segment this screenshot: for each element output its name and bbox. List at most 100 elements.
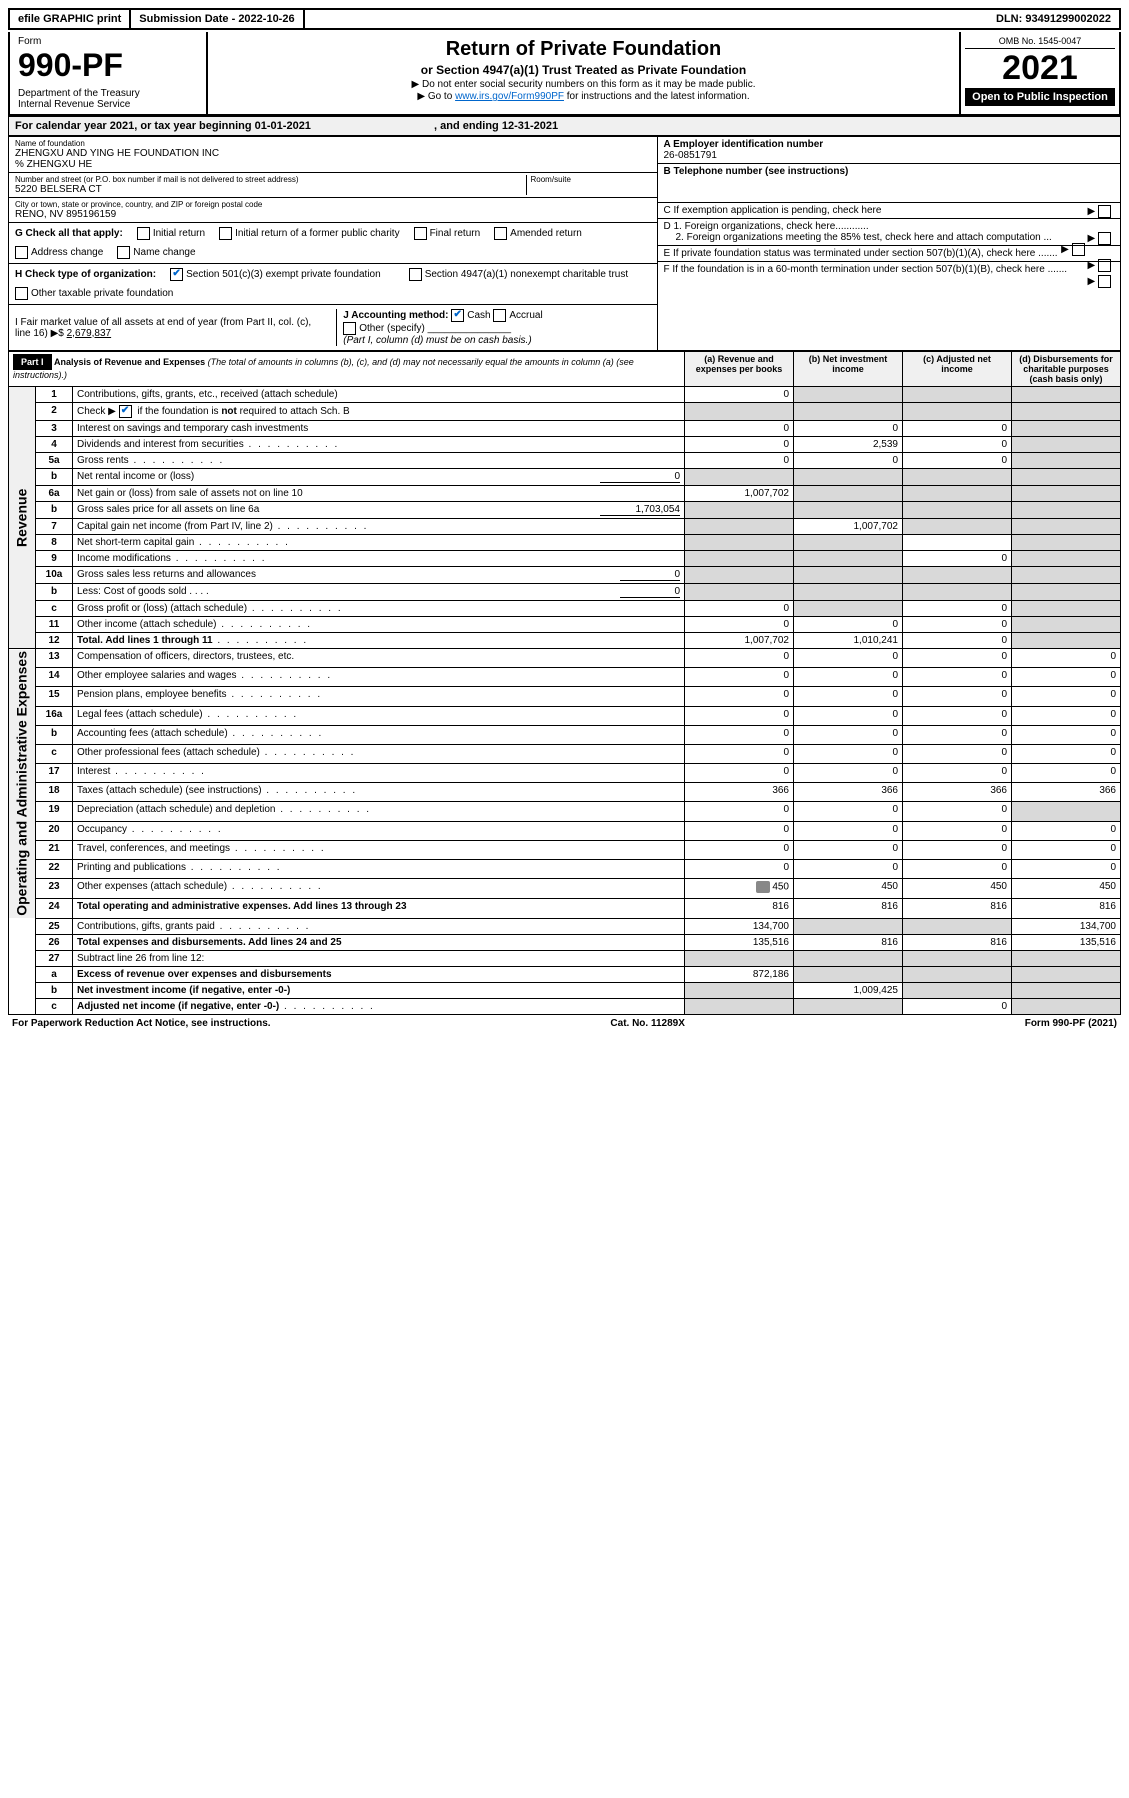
- table-row: 6aNet gain or (loss) from sale of assets…: [9, 486, 1121, 502]
- checkbox-85pct[interactable]: [1072, 243, 1085, 256]
- table-row: 17Interest 0000: [9, 764, 1121, 783]
- table-row: 4Dividends and interest from securities …: [9, 437, 1121, 453]
- open-public-badge: Open to Public Inspection: [965, 88, 1115, 106]
- table-row: bAccounting fees (attach schedule) 0000: [9, 725, 1121, 744]
- checkbox-other-taxable[interactable]: [15, 287, 28, 300]
- table-row: aExcess of revenue over expenses and dis…: [9, 966, 1121, 982]
- col-d-header: (d) Disbursements for charitable purpose…: [1012, 352, 1121, 387]
- checkbox-60month[interactable]: [1098, 275, 1111, 288]
- checkbox-status-terminated[interactable]: [1098, 259, 1111, 272]
- city-label: City or town, state or province, country…: [15, 200, 651, 209]
- section-i-j: I Fair market value of all assets at end…: [9, 305, 657, 350]
- checkbox-name-change[interactable]: [117, 246, 130, 259]
- name-label: Name of foundation: [15, 139, 651, 148]
- checkbox-other-method[interactable]: [343, 322, 356, 335]
- e-label: E If private foundation status was termi…: [664, 248, 1058, 259]
- ein-label: A Employer identification number: [664, 139, 824, 150]
- table-row: bLess: Cost of goods sold . . . . 0: [9, 584, 1121, 601]
- table-row: 25Contributions, gifts, grants paid 134,…: [9, 918, 1121, 934]
- street-address: 5220 BELSERA CT: [15, 184, 526, 195]
- form-title: Return of Private Foundation: [216, 38, 951, 61]
- d1-label: D 1. Foreign organizations, check here..…: [664, 221, 1115, 232]
- table-row: 12Total. Add lines 1 through 11 1,007,70…: [9, 633, 1121, 649]
- checkbox-initial-return[interactable]: [137, 227, 150, 240]
- addr-label: Number and street (or P.O. box number if…: [15, 175, 526, 184]
- table-row: bGross sales price for all assets on lin…: [9, 502, 1121, 519]
- col-a-header: (a) Revenue and expenses per books: [685, 352, 794, 387]
- checkbox-foreign-org[interactable]: [1098, 232, 1111, 245]
- table-row: 10aGross sales less returns and allowanc…: [9, 567, 1121, 584]
- fmv-assets: 2,679,837: [67, 328, 112, 339]
- f-label: F If the foundation is in a 60-month ter…: [664, 264, 1068, 275]
- attachment-icon[interactable]: [756, 881, 770, 893]
- table-row: 11Other income (attach schedule) 000: [9, 617, 1121, 633]
- top-bar: efile GRAPHIC print Submission Date - 20…: [8, 8, 1121, 30]
- identity-section: Name of foundation ZHENGXU AND YING HE F…: [8, 136, 1121, 351]
- col-b-header: (b) Net investment income: [794, 352, 903, 387]
- care-of: % ZHENGXU HE: [15, 159, 651, 170]
- table-row: 27Subtract line 26 from line 12:: [9, 950, 1121, 966]
- table-row: 16aLegal fees (attach schedule) 0000: [9, 706, 1121, 725]
- footer-paperwork: For Paperwork Reduction Act Notice, see …: [12, 1018, 271, 1029]
- tax-year: 2021: [965, 49, 1115, 88]
- table-row: 19Depreciation (attach schedule) and dep…: [9, 802, 1121, 821]
- irs-link[interactable]: www.irs.gov/Form990PF: [455, 91, 564, 102]
- table-row: 3Interest on savings and temporary cash …: [9, 421, 1121, 437]
- dln: DLN: 93491299002022: [988, 10, 1119, 28]
- col-c-header: (c) Adjusted net income: [903, 352, 1012, 387]
- table-row: 26Total expenses and disbursements. Add …: [9, 934, 1121, 950]
- checkbox-amended[interactable]: [494, 227, 507, 240]
- calendar-year-row: For calendar year 2021, or tax year begi…: [8, 116, 1121, 136]
- table-row: cGross profit or (loss) (attach schedule…: [9, 601, 1121, 617]
- section-g: G Check all that apply: Initial return I…: [9, 223, 657, 264]
- room-label: Room/suite: [531, 175, 651, 184]
- c-label: C If exemption application is pending, c…: [664, 205, 882, 216]
- checkbox-final-return[interactable]: [414, 227, 427, 240]
- table-row: 24Total operating and administrative exp…: [9, 899, 1121, 918]
- omb-number: OMB No. 1545-0047: [965, 36, 1115, 49]
- table-row: Operating and Administrative Expenses 13…: [9, 649, 1121, 668]
- table-row: 18Taxes (attach schedule) (see instructi…: [9, 783, 1121, 802]
- part1-title: Analysis of Revenue and Expenses: [54, 357, 205, 367]
- table-row: Revenue 1Contributions, gifts, grants, e…: [9, 387, 1121, 403]
- table-row: 5aGross rents 000: [9, 453, 1121, 469]
- table-row: 7Capital gain net income (from Part IV, …: [9, 519, 1121, 535]
- table-row: 8Net short-term capital gain: [9, 535, 1121, 551]
- table-row: 2Check ▶ ✔ if the foundation is not requ…: [9, 403, 1121, 421]
- submission-date: Submission Date - 2022-10-26: [131, 10, 304, 28]
- department: Department of the Treasury Internal Reve…: [18, 88, 198, 110]
- table-row: 20Occupancy 0000: [9, 821, 1121, 840]
- checkbox-initial-former[interactable]: [219, 227, 232, 240]
- form-subtitle: or Section 4947(a)(1) Trust Treated as P…: [216, 63, 951, 77]
- part1-table: Part I Analysis of Revenue and Expenses …: [8, 351, 1121, 1015]
- table-row: 21Travel, conferences, and meetings 0000: [9, 840, 1121, 859]
- year-end: 12-31-2021: [502, 120, 558, 132]
- foundation-name: ZHENGXU AND YING HE FOUNDATION INC: [15, 148, 651, 159]
- table-row: 23Other expenses (attach schedule) 45045…: [9, 879, 1121, 899]
- footer-form: Form 990-PF (2021): [1025, 1018, 1117, 1029]
- note-ssn: ▶ Do not enter social security numbers o…: [216, 79, 951, 90]
- form-header: Form 990-PF Department of the Treasury I…: [8, 32, 1121, 116]
- form-word: Form: [18, 36, 198, 47]
- checkbox-4947a1[interactable]: [409, 268, 422, 281]
- checkbox-501c3[interactable]: ✔: [170, 268, 183, 281]
- table-row: cOther professional fees (attach schedul…: [9, 744, 1121, 763]
- d2-label: 2. Foreign organizations meeting the 85%…: [664, 232, 1115, 243]
- part1-label: Part I: [13, 354, 52, 370]
- ein-value: 26-0851791: [664, 150, 717, 161]
- checkbox-accrual[interactable]: [493, 309, 506, 322]
- footer-catno: Cat. No. 11289X: [610, 1018, 684, 1029]
- checkbox-cash[interactable]: ✔: [451, 309, 464, 322]
- checkbox-address-change[interactable]: [15, 246, 28, 259]
- table-row: cAdjusted net income (if negative, enter…: [9, 998, 1121, 1014]
- section-h: H Check type of organization: ✔Section 5…: [9, 264, 657, 305]
- table-row: 22Printing and publications 0000: [9, 859, 1121, 878]
- table-row: bNet rental income or (loss) 0: [9, 469, 1121, 486]
- checkbox-sch-b[interactable]: ✔: [119, 405, 132, 418]
- revenue-vertical-label: Revenue: [9, 387, 36, 649]
- year-begin: 01-01-2021: [255, 120, 311, 132]
- table-row: bNet investment income (if negative, ent…: [9, 982, 1121, 998]
- checkbox-exemption-pending[interactable]: [1098, 205, 1111, 218]
- table-row: 9Income modifications 0: [9, 551, 1121, 567]
- efile-label: efile GRAPHIC print: [10, 10, 131, 28]
